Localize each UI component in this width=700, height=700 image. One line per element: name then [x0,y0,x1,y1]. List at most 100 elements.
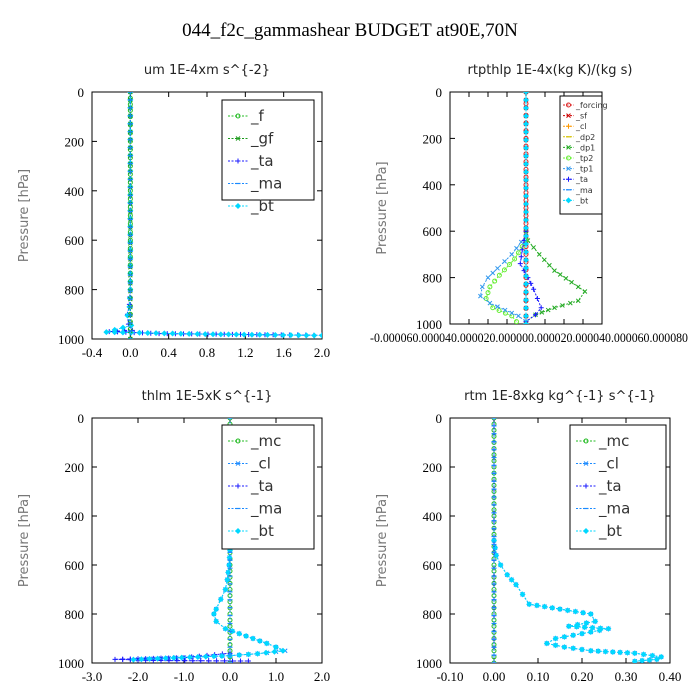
legend-item: _ma [228,500,282,519]
y-tick-label: 1000 [416,317,442,332]
legend-marker [566,155,571,161]
y-tick-label: 400 [65,184,85,199]
y-tick-label: 200 [423,460,443,475]
data-point [496,272,502,278]
legend-marker [583,461,589,466]
data-point [536,252,542,257]
data-point [502,259,507,264]
data-point [552,635,559,642]
data-point [127,92,133,95]
data-point [210,611,217,617]
data-point [502,307,508,313]
y-tick-label: 800 [423,271,443,286]
data-point [243,633,250,640]
series-markers-tp2 [483,237,529,324]
x-tick-label: 1.2 [237,345,253,360]
data-point [523,297,529,303]
data-point [256,637,263,644]
data-point [236,630,243,637]
data-point [485,290,491,296]
data-point [543,640,550,647]
chart-title: um 1E-4xm s^{-2} [144,63,270,78]
legend-marker [566,113,571,118]
y-tick-label: 200 [65,134,85,149]
data-point [248,331,255,338]
data-point [560,303,565,308]
data-point [570,632,577,639]
data-point [523,97,529,103]
legend-label: _forcing [575,101,608,110]
legend-label: _ta [598,477,622,496]
x-tick-label: -3.0 [82,669,103,684]
legend-marker [566,102,571,108]
data-point [523,145,529,151]
data-point [557,272,563,277]
data-point [515,250,521,256]
data-point [523,273,529,279]
data-point [492,278,498,284]
data-point [567,300,573,306]
data-point [523,193,529,199]
data-point [575,298,581,304]
data-point [533,312,538,318]
legend-label: _bt [250,522,274,541]
legend-item: _ta [576,477,622,496]
data-point [658,653,665,660]
legend-item: _ma [228,175,282,194]
data-point [523,92,529,95]
data-point [263,640,270,647]
data-point [549,604,556,611]
legend-item: _forcing [563,101,608,110]
data-point [119,329,126,336]
legend-label: _f [250,107,265,126]
series-markers-bt [491,537,665,663]
legend-item: _gf [228,130,274,149]
data-point [497,562,504,568]
data-point [213,606,220,613]
data-point [169,330,176,337]
data-point [589,624,596,631]
legend-item: _cl [228,455,271,474]
data-point [523,225,529,231]
data-point [523,105,529,111]
data-point [492,544,499,551]
y-tick-label: 800 [423,607,443,622]
series-markers-cl [491,538,664,663]
legend-marker [566,145,571,150]
series-markers-bt [130,547,286,663]
y-tick-label: 0 [436,85,443,100]
legend-label: _tp2 [575,154,593,163]
data-point [230,658,236,663]
data-point [222,586,229,593]
plot-frame [91,417,323,664]
data-point [287,332,294,339]
data-point [519,591,526,598]
x-tick-label: 0.0 [122,345,138,360]
legend-item: _ma [563,186,593,195]
data-point [504,571,511,578]
y-axis-label: Pressure [hPa] [375,161,390,254]
data-point [143,657,149,663]
data-point [561,633,568,640]
legend-label: _tp1 [575,165,593,174]
x-tick-label: 0.4 [161,345,178,360]
data-point [273,644,279,651]
legend-item: _sf [563,112,587,121]
data-point [198,658,204,663]
data-point [580,609,587,616]
data-point [177,330,184,337]
data-point [154,655,161,662]
series-line-tp2 [485,240,527,322]
data-point [136,329,143,336]
chart-panel-3: thlm 1E-5xK s^{-1} Pressure [hPa] 0 200 400 6… [17,389,330,684]
data-point [523,217,529,223]
data-point [144,329,151,336]
data-point [523,121,529,127]
data-point [538,305,544,311]
data-point [523,129,529,135]
data-point [130,656,137,663]
legend-marker [235,113,241,119]
data-point [570,645,577,652]
legend-item: _cl [563,122,587,131]
series-markers-bt [523,92,529,324]
